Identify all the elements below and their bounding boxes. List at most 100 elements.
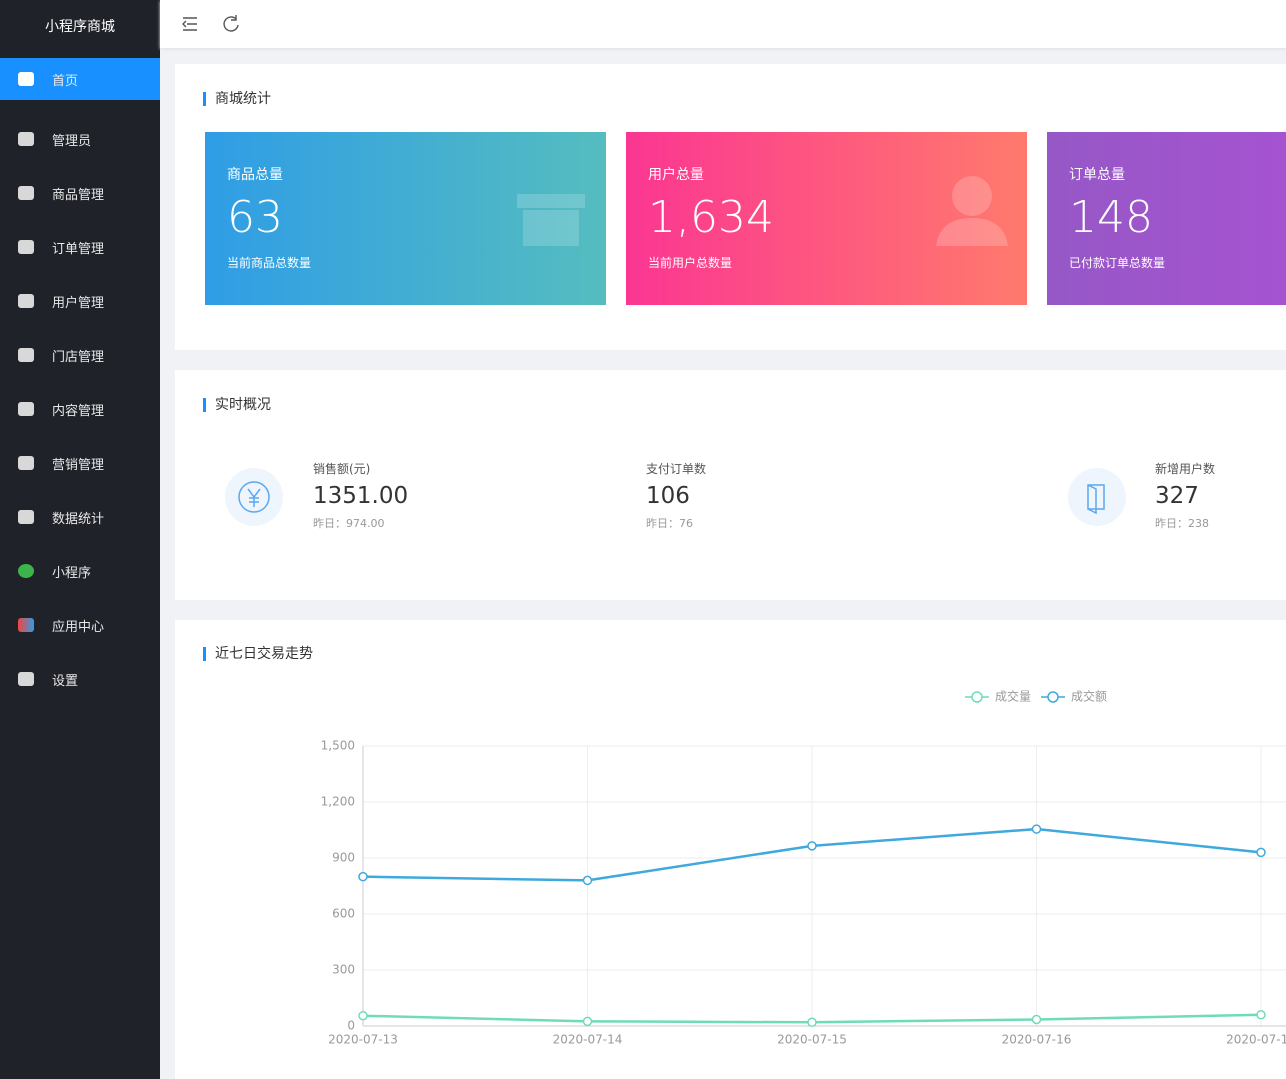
menu-icon bbox=[18, 618, 34, 632]
stat-card: 用户总量 1,634 当前用户总数量 bbox=[626, 132, 1027, 305]
menu-item[interactable]: 门店管理 bbox=[0, 328, 160, 382]
menu-item[interactable]: 首页 bbox=[0, 58, 160, 100]
item-yesterday: 昨日：974.00 bbox=[313, 517, 385, 530]
gift-icon bbox=[517, 194, 585, 246]
data-point bbox=[1031, 1014, 1042, 1025]
stat-desc: 当前用户总数量 bbox=[648, 256, 733, 270]
menu-icon bbox=[18, 456, 34, 470]
menu-icon bbox=[18, 672, 34, 686]
menu-item[interactable]: 数据统计 bbox=[0, 490, 160, 544]
data-point bbox=[358, 871, 368, 882]
x-tick-label: 2020-07-15 bbox=[777, 1033, 847, 1047]
stat-value: 148 bbox=[1069, 192, 1153, 243]
menu-label: 订单管理 bbox=[52, 241, 105, 257]
menu-item[interactable]: 小程序 bbox=[0, 544, 160, 598]
menu-label: 用户管理 bbox=[52, 295, 105, 311]
menu-icon bbox=[18, 186, 34, 200]
y-tick-label: 300 bbox=[332, 963, 355, 977]
data-point bbox=[582, 1016, 593, 1027]
stat-label: 用户总量 bbox=[648, 167, 704, 183]
y-tick-label: 600 bbox=[332, 907, 355, 921]
refresh-icon[interactable] bbox=[223, 15, 239, 32]
item-yesterday: 昨日：76 bbox=[646, 517, 693, 530]
legend-label: 成交额 bbox=[1071, 689, 1107, 704]
menu-item[interactable]: 管理员 bbox=[0, 112, 160, 166]
chart: 0 300 600 900 1,200 1,500 2020-07-13 2020-07-14… bbox=[321, 689, 1286, 1047]
realtime-item: 支付订单数 106 昨日：76 bbox=[646, 460, 706, 531]
stat-card: 商品总量 63 当前商品总数量 bbox=[205, 132, 606, 305]
data-point bbox=[807, 1017, 817, 1028]
menu-label: 数据统计 bbox=[52, 511, 105, 527]
menu-icon bbox=[18, 402, 34, 416]
menu-item[interactable]: 商品管理 bbox=[0, 166, 160, 220]
item-label: 支付订单数 bbox=[646, 462, 707, 476]
stat-card: 订单总量 148 已付款订单总数量 bbox=[1047, 132, 1286, 305]
menu-label: 商品管理 bbox=[52, 187, 105, 203]
y-tick-label: 1,500 bbox=[321, 739, 355, 753]
menu: 首页管理员商品管理订单管理用户管理门店管理内容管理营销管理数据统计小程序应用中心… bbox=[0, 58, 160, 706]
menu-label: 设置 bbox=[52, 673, 79, 689]
data-point bbox=[358, 1010, 368, 1021]
menu-label: 营销管理 bbox=[52, 457, 105, 473]
menu-icon bbox=[18, 132, 34, 146]
menu-item[interactable]: 设置 bbox=[0, 652, 160, 706]
data-point bbox=[1031, 824, 1042, 834]
stat-desc: 已付款订单总数量 bbox=[1069, 256, 1166, 270]
menu-label: 门店管理 bbox=[52, 349, 105, 365]
menu-item[interactable]: 用户管理 bbox=[0, 274, 160, 328]
stat-value: 63 bbox=[227, 192, 283, 243]
chart-panel: 近七日交易走势 0 300 600 900 1,200 1,500 2020-07-13 20… bbox=[175, 620, 1286, 1079]
menu-icon bbox=[18, 72, 34, 86]
menu-label: 小程序 bbox=[52, 565, 92, 581]
realtime-item: 销售额(元) 1351.00 昨日：974.00 bbox=[313, 460, 408, 531]
item-label: 销售额(元) bbox=[313, 462, 371, 476]
menu-icon bbox=[18, 564, 34, 578]
menu-icon bbox=[18, 510, 34, 524]
stat-label: 商品总量 bbox=[227, 167, 283, 183]
menu-label: 应用中心 bbox=[52, 619, 105, 635]
y-tick-label: 0 bbox=[347, 1019, 355, 1033]
section-title: 商城统计 bbox=[203, 92, 271, 106]
item-value: 106 bbox=[646, 483, 690, 509]
data-point bbox=[807, 841, 817, 851]
data-point bbox=[1256, 1010, 1266, 1020]
stat-desc: 当前商品总数量 bbox=[227, 256, 312, 270]
menu-icon bbox=[18, 348, 34, 362]
menu-item[interactable]: 订单管理 bbox=[0, 220, 160, 274]
sidebar: 小程序商城 首页管理员商品管理订单管理用户管理门店管理内容管理营销管理数据统计小… bbox=[0, 0, 160, 1079]
menu-item[interactable]: 应用中心 bbox=[0, 598, 160, 652]
collapse-icon[interactable] bbox=[182, 17, 197, 31]
x-tick-label: 2020-07-13 bbox=[328, 1033, 398, 1047]
realtime-panel: 实时概况 销售额(元) 1351.00 昨日：974.00 支付订单数 106 … bbox=[175, 370, 1286, 600]
item-value: 1351.00 bbox=[313, 483, 409, 509]
chart-title: 近七日交易走势 bbox=[203, 647, 313, 661]
menu-label: 管理员 bbox=[52, 133, 92, 149]
menu-label: 内容管理 bbox=[52, 403, 105, 419]
user-icon bbox=[936, 176, 1008, 246]
realtime-item: 新增用户数 327 昨日：238 bbox=[1155, 460, 1215, 531]
item-label: 新增用户数 bbox=[1155, 462, 1216, 476]
menu-icon bbox=[18, 294, 34, 308]
legend-marker bbox=[1047, 691, 1059, 703]
app-title: 小程序商城 bbox=[45, 19, 115, 35]
menu-item[interactable]: 内容管理 bbox=[0, 382, 160, 436]
data-point bbox=[582, 875, 593, 886]
money-icon bbox=[225, 468, 283, 526]
section-title: 实时概况 bbox=[203, 398, 271, 412]
item-yesterday: 昨日：238 bbox=[1155, 517, 1209, 530]
item-value: 327 bbox=[1155, 483, 1199, 509]
door-icon bbox=[1068, 468, 1126, 526]
top-bar bbox=[160, 0, 1286, 48]
stat-label: 订单总量 bbox=[1069, 167, 1125, 183]
legend-marker bbox=[971, 691, 983, 703]
data-point bbox=[1256, 847, 1266, 858]
legend-label: 成交量 bbox=[995, 689, 1031, 704]
x-tick-label: 2020-07-17 bbox=[1226, 1033, 1286, 1047]
stats-panel: 商城统计 商品总量 63 当前商品总数量 用户总量 1,634 当前用户总数量 … bbox=[175, 64, 1286, 350]
x-tick-label: 2020-07-16 bbox=[1002, 1033, 1072, 1047]
x-tick-label: 2020-07-14 bbox=[553, 1033, 623, 1047]
menu-item[interactable]: 营销管理 bbox=[0, 436, 160, 490]
menu-label: 首页 bbox=[52, 73, 79, 89]
y-tick-label: 900 bbox=[332, 851, 355, 865]
